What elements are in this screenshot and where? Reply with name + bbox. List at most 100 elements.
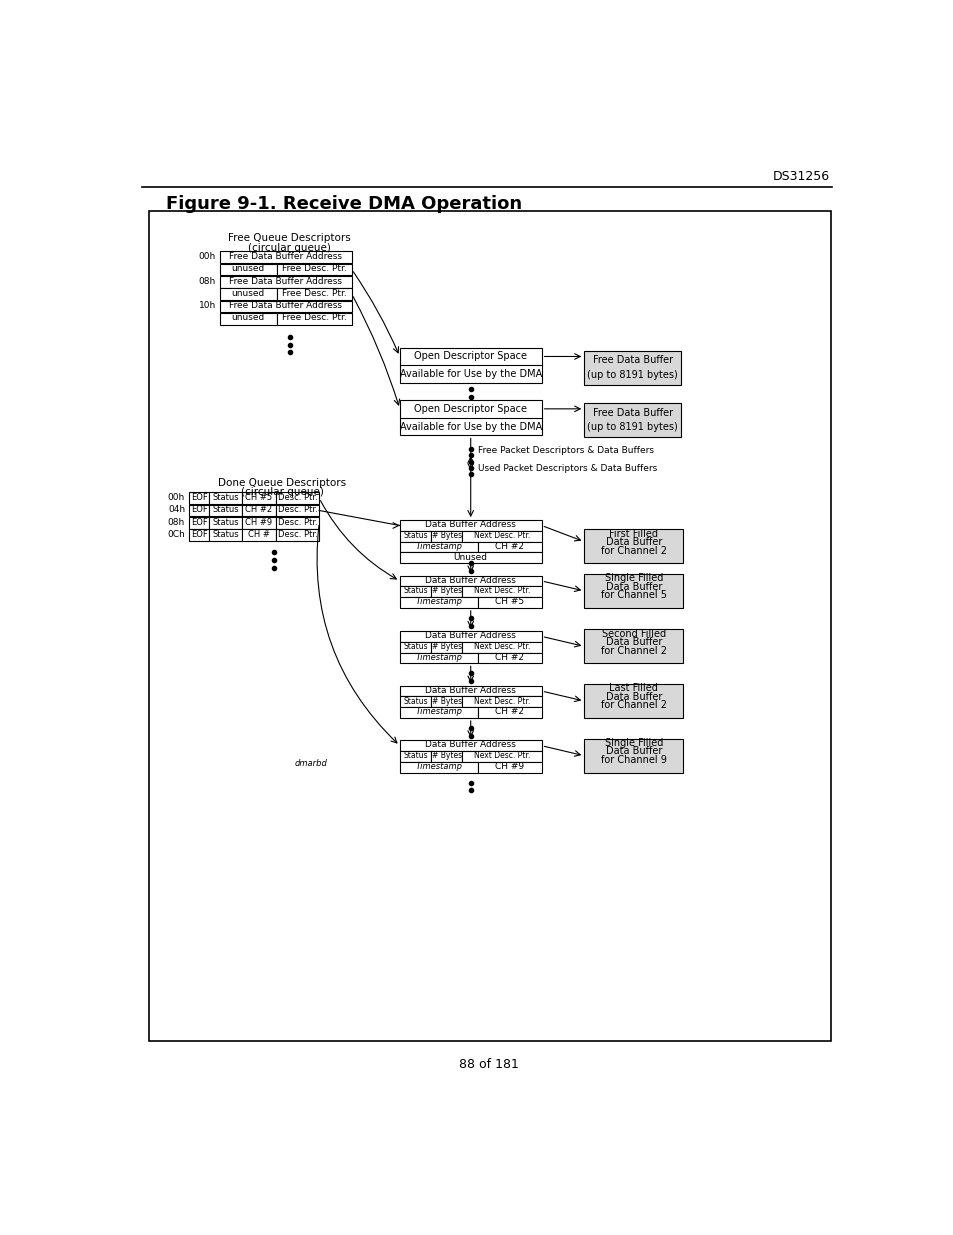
Bar [399, 597, 477, 608]
Text: for Channel 5: for Channel 5 [600, 590, 666, 600]
Bar [431, 697, 461, 708]
Text: Next Desc. Ptr.: Next Desc. Ptr. [474, 642, 530, 651]
Bar [220, 264, 276, 275]
Bar [399, 531, 431, 542]
Text: Free Queue Descriptors: Free Queue Descriptors [228, 233, 351, 243]
Text: Data Buffer Address: Data Buffer Address [425, 741, 516, 750]
Text: Unused: Unused [454, 552, 487, 562]
Text: Status: Status [403, 587, 427, 595]
Text: Second Filled: Second Filled [601, 629, 665, 638]
Text: CH #2: CH #2 [495, 652, 523, 662]
Text: Desc. Ptr.: Desc. Ptr. [277, 530, 317, 538]
Bar [399, 762, 477, 773]
Text: Free Data Buffer: Free Data Buffer [592, 408, 672, 417]
Bar [399, 652, 477, 663]
Text: EOF: EOF [191, 517, 207, 526]
Text: CH #2: CH #2 [245, 505, 272, 514]
Text: Status: Status [212, 505, 238, 514]
Text: for Channel 2: for Channel 2 [600, 546, 666, 556]
Text: unused: unused [232, 314, 265, 322]
Bar [275, 517, 319, 529]
Bar [399, 685, 541, 697]
Text: # Bytes: # Bytes [431, 751, 461, 761]
Bar [241, 530, 275, 541]
Text: Status: Status [403, 751, 427, 761]
Text: Timestamp: Timestamp [415, 542, 462, 551]
Text: EOF: EOF [191, 505, 207, 514]
Bar [399, 347, 541, 383]
Text: Data Buffer Address: Data Buffer Address [425, 520, 516, 530]
Bar [275, 505, 319, 516]
Bar [399, 542, 477, 552]
Text: 00h: 00h [168, 493, 185, 501]
Text: Free Data Buffer: Free Data Buffer [592, 356, 672, 366]
Text: Desc. Ptr.: Desc. Ptr. [277, 505, 317, 514]
Bar [276, 312, 352, 325]
Text: Data Buffer Address: Data Buffer Address [425, 685, 516, 695]
Bar [461, 697, 541, 708]
Text: Data Buffer: Data Buffer [605, 537, 661, 547]
Bar [220, 288, 276, 300]
Text: Data Buffer Address: Data Buffer Address [425, 631, 516, 640]
Text: CH #2: CH #2 [495, 708, 523, 716]
Text: for Channel 2: for Channel 2 [600, 646, 666, 656]
Text: 88 of 181: 88 of 181 [458, 1058, 518, 1071]
Bar [399, 400, 541, 436]
Text: Status: Status [212, 493, 238, 501]
Bar [399, 697, 431, 708]
Bar [477, 542, 541, 552]
Bar [583, 630, 682, 663]
Bar [276, 288, 352, 300]
Text: Free Packet Descriptors & Data Buffers: Free Packet Descriptors & Data Buffers [478, 446, 654, 456]
Text: Free Desc. Ptr.: Free Desc. Ptr. [281, 264, 346, 273]
Text: # Bytes: # Bytes [431, 531, 461, 540]
Text: Data Buffer Address: Data Buffer Address [425, 576, 516, 584]
Bar [461, 642, 541, 652]
Text: dmarbd: dmarbd [294, 760, 328, 768]
Bar [399, 751, 431, 762]
Bar [149, 211, 830, 1041]
Text: Done Queue Descriptors: Done Queue Descriptors [217, 478, 346, 488]
Text: (circular queue): (circular queue) [248, 242, 331, 252]
Text: Next Desc. Ptr.: Next Desc. Ptr. [474, 751, 530, 761]
Bar [189, 493, 209, 504]
Text: Available for Use by the DMA: Available for Use by the DMA [399, 421, 541, 431]
Text: # Bytes: # Bytes [431, 642, 461, 651]
Bar [241, 517, 275, 529]
Bar [461, 587, 541, 597]
Bar [583, 530, 682, 563]
Text: Status: Status [212, 530, 238, 538]
Bar [477, 652, 541, 663]
Text: unused: unused [232, 264, 265, 273]
Text: DS31256: DS31256 [772, 170, 829, 183]
Text: Status: Status [403, 642, 427, 651]
Text: Free Data Buffer Address: Free Data Buffer Address [229, 277, 342, 285]
Text: CH #2: CH #2 [495, 542, 523, 551]
Bar [220, 312, 276, 325]
Text: for Channel 9: for Channel 9 [600, 755, 666, 764]
Bar [399, 740, 541, 751]
Text: Free Data Buffer Address: Free Data Buffer Address [229, 301, 342, 310]
Text: Used Packet Descriptors & Data Buffers: Used Packet Descriptors & Data Buffers [478, 464, 657, 473]
Text: Last Filled: Last Filled [609, 683, 658, 693]
Text: 0Ch: 0Ch [167, 530, 185, 538]
Text: First Filled: First Filled [609, 529, 658, 538]
Text: Free Desc. Ptr.: Free Desc. Ptr. [281, 289, 346, 298]
Text: 00h: 00h [198, 252, 216, 261]
Bar [189, 505, 209, 516]
Text: for Channel 2: for Channel 2 [600, 700, 666, 710]
Bar [431, 751, 461, 762]
Bar [583, 403, 680, 437]
Bar [189, 517, 209, 529]
Text: Free Data Buffer Address: Free Data Buffer Address [229, 252, 342, 261]
Text: EOF: EOF [191, 493, 207, 501]
Text: EOF: EOF [191, 530, 207, 538]
Text: Timestamp: Timestamp [415, 598, 462, 606]
Bar [275, 493, 319, 504]
Bar [477, 597, 541, 608]
Text: Data Buffer: Data Buffer [605, 692, 661, 701]
Text: Free Desc. Ptr.: Free Desc. Ptr. [281, 314, 346, 322]
Text: Next Desc. Ptr.: Next Desc. Ptr. [474, 587, 530, 595]
Text: Desc. Ptr.: Desc. Ptr. [277, 493, 317, 501]
Bar [220, 300, 352, 312]
